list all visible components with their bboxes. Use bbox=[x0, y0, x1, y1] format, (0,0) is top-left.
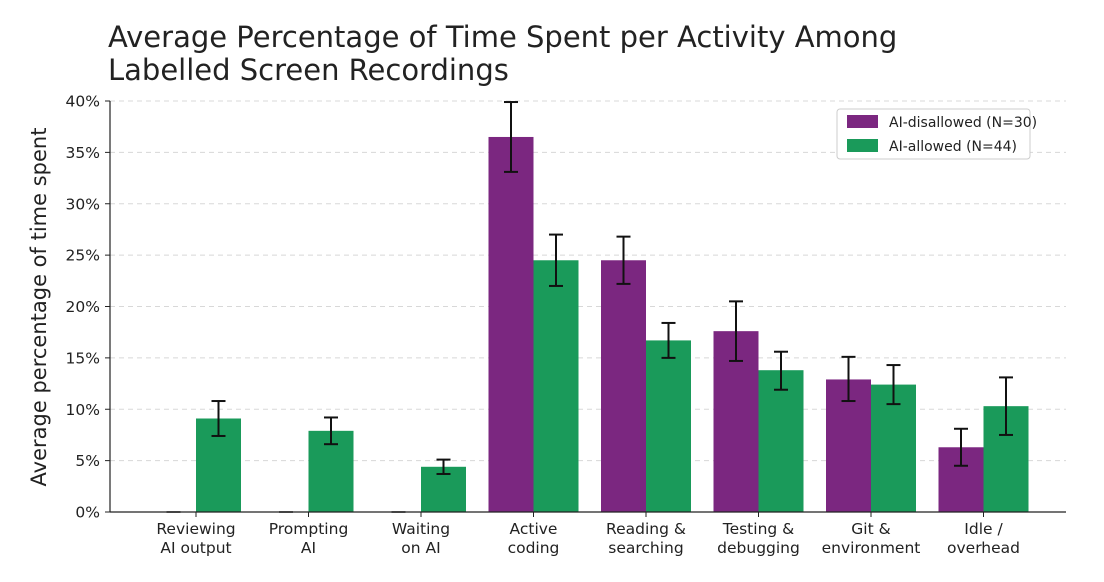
x-tick-label: on AI bbox=[401, 539, 440, 557]
legend-swatch-ai-allowed bbox=[847, 139, 878, 152]
x-tick-label: AI bbox=[301, 539, 316, 557]
error-bar bbox=[729, 300, 743, 362]
y-tick-label: 0% bbox=[75, 504, 100, 522]
chart-title-line-2: Labelled Screen Recordings bbox=[108, 53, 509, 87]
y-tick-label: 15% bbox=[66, 349, 100, 367]
error-bar bbox=[211, 400, 226, 437]
x-tick-label: overhead bbox=[947, 539, 1020, 557]
x-tick-label: Prompting bbox=[269, 520, 349, 538]
error-bar bbox=[549, 233, 563, 287]
x-tick-label: environment bbox=[822, 539, 921, 557]
legend-swatch-ai-disallowed bbox=[847, 115, 878, 128]
chart-title-line-1: Average Percentage of Time Spent per Act… bbox=[108, 20, 897, 54]
error-bar bbox=[616, 235, 631, 285]
bar-ai-disallowed bbox=[601, 260, 646, 512]
legend-box bbox=[836, 108, 1031, 160]
x-tick-label: AI output bbox=[160, 539, 231, 557]
error-bars bbox=[166, 101, 1013, 513]
x-tick-label: debugging bbox=[717, 539, 800, 557]
error-bar bbox=[504, 101, 518, 173]
bar-ai-allowed bbox=[533, 260, 579, 512]
bar-ai-allowed bbox=[871, 384, 916, 512]
legend-label-ai-disallowed: AI-disallowed (N=30) bbox=[889, 115, 1037, 131]
legend: AI-disallowed (N=30) AI-allowed (N=44) bbox=[836, 108, 1037, 160]
x-tick-label: coding bbox=[508, 539, 560, 557]
y-tick-label: 10% bbox=[66, 401, 100, 419]
bar-ai-allowed bbox=[758, 370, 804, 512]
y-axis-title: Average percentage of time spent bbox=[27, 128, 51, 487]
error-bar bbox=[954, 427, 968, 467]
x-tick-label: Testing & bbox=[722, 520, 795, 538]
legend-label-ai-allowed: AI-allowed (N=44) bbox=[889, 139, 1017, 155]
error-bar bbox=[661, 321, 676, 359]
x-tick-label: Waiting bbox=[392, 520, 450, 538]
bar-ai-allowed bbox=[646, 340, 691, 512]
x-tick-label: Active bbox=[510, 520, 558, 538]
x-tick-label: Reviewing bbox=[156, 520, 235, 538]
y-tick-label: 35% bbox=[66, 144, 100, 162]
y-tick-label: 40% bbox=[66, 93, 100, 111]
error-bar bbox=[841, 355, 856, 403]
x-tick-label: searching bbox=[608, 539, 683, 557]
error-bar bbox=[324, 416, 338, 446]
error-bar bbox=[774, 350, 788, 391]
y-tick-label: 25% bbox=[66, 247, 100, 265]
x-tick-label: Git & bbox=[851, 520, 890, 538]
bar-ai-disallowed bbox=[488, 136, 534, 512]
bars bbox=[196, 136, 1029, 512]
y-tick-label: 20% bbox=[66, 298, 100, 316]
error-bar bbox=[999, 376, 1013, 436]
error-bar bbox=[886, 364, 901, 406]
error-bar bbox=[436, 458, 451, 475]
y-tick-label: 30% bbox=[66, 195, 100, 213]
x-tick-label: Idle / bbox=[964, 520, 1003, 538]
y-tick-label: 5% bbox=[75, 452, 100, 470]
x-tick-label: Reading & bbox=[606, 520, 686, 538]
y-ticks: 0% 5% 10% 15% 20% 25% 30% 35% 40% bbox=[66, 93, 110, 522]
